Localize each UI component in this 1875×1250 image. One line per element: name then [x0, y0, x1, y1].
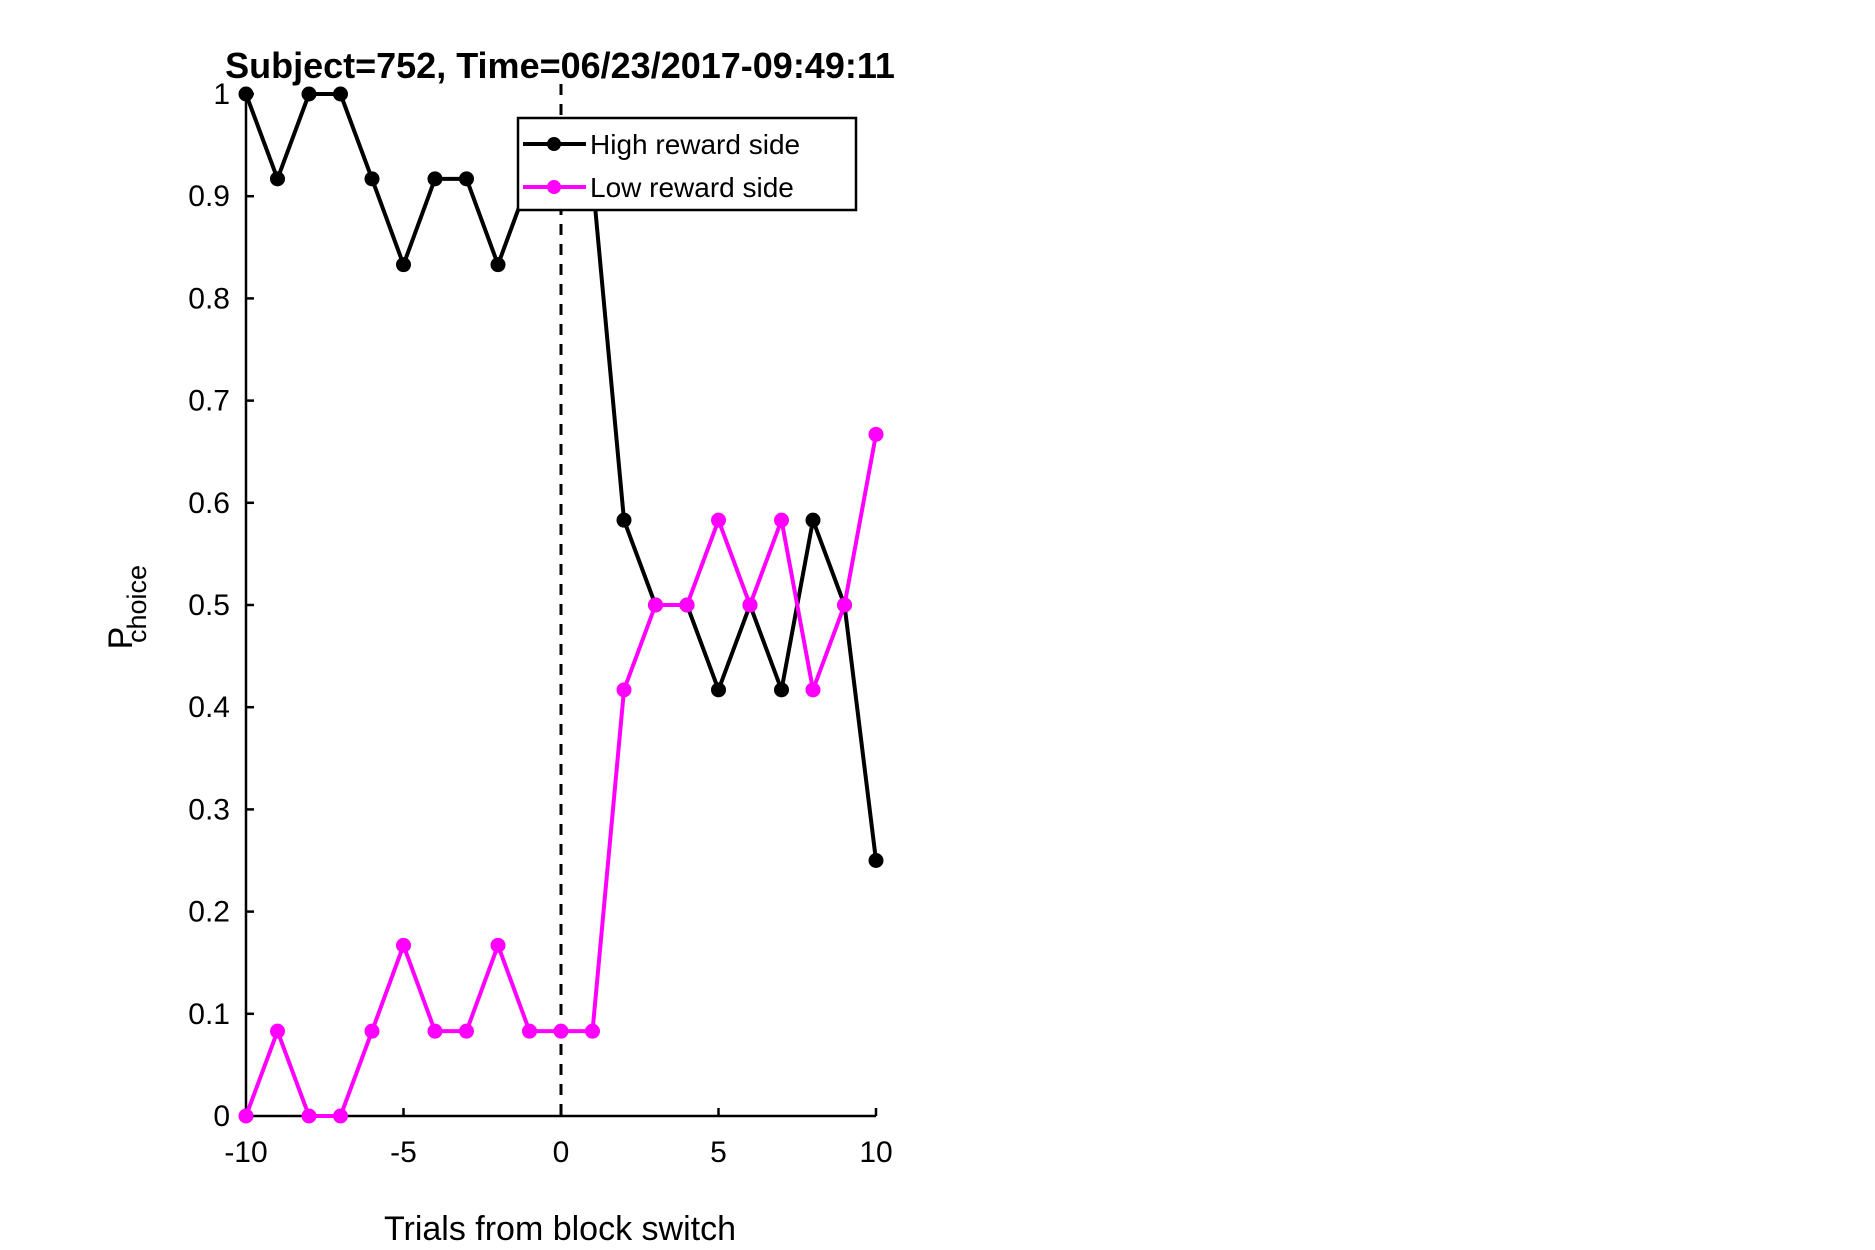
data-point [459, 171, 474, 187]
data-point [396, 937, 411, 953]
y-tick-label: 0.5 [188, 589, 230, 622]
data-point [711, 512, 726, 528]
y-axis-label-subscript: choice [122, 565, 152, 643]
data-point [364, 1023, 380, 1039]
x-tick-label: 5 [710, 1136, 727, 1169]
data-point [522, 1023, 537, 1039]
legend-label-high: High reward side [590, 129, 800, 160]
data-point [742, 597, 758, 613]
chart-title: Subject=752, Time=06/23/2017-09:49:11 [225, 45, 895, 86]
x-tick-label: 0 [553, 1136, 570, 1169]
data-point [238, 1108, 254, 1124]
data-point [238, 86, 254, 102]
data-point [679, 597, 695, 613]
y-tick-label: 0.8 [188, 282, 230, 315]
data-point [868, 853, 884, 868]
data-point [333, 86, 348, 102]
data-point [490, 257, 506, 273]
data-point [868, 426, 884, 442]
x-tick-label: -5 [390, 1136, 417, 1169]
data-point [459, 1023, 474, 1039]
data-point [396, 257, 411, 273]
x-tick-label: -10 [224, 1136, 267, 1169]
x-tick-label: 10 [859, 1136, 892, 1169]
y-tick-label: 0 [213, 1100, 230, 1133]
data-point [648, 597, 663, 613]
legend-label-low: Low reward side [590, 172, 794, 203]
legend-marker-low [547, 180, 561, 194]
data-point [490, 937, 506, 953]
data-point [837, 597, 852, 613]
y-tick-label: 0.2 [188, 896, 230, 929]
data-point [427, 171, 443, 187]
data-point [774, 512, 789, 528]
data-point [270, 171, 285, 187]
data-point [774, 682, 789, 698]
data-point [427, 1023, 443, 1039]
y-tick-label: 0.7 [188, 385, 230, 418]
data-point [585, 1023, 600, 1039]
y-tick-label: 1 [213, 78, 230, 111]
y-tick-label: 0.4 [188, 691, 230, 724]
data-point [301, 1108, 317, 1124]
data-point [301, 86, 317, 102]
y-tick-label: 0.9 [188, 180, 230, 213]
legend-box [516, 116, 858, 212]
data-point [616, 512, 632, 528]
y-axis-label-main: P [102, 627, 140, 650]
data-point [333, 1108, 348, 1124]
plot-area: 0 0.1 0.2 0.3 0.4 0.5 0.6 0.7 0.8 0.9 1 -10 -5 0 5 10 [188, 78, 892, 1169]
y-tick-label: 0.1 [188, 998, 230, 1031]
data-point [270, 1023, 285, 1039]
data-point [364, 171, 380, 187]
data-point [805, 682, 821, 698]
y-tick-label: 0.3 [188, 793, 230, 826]
y-tick-label: 0.6 [188, 487, 230, 520]
data-point [553, 1023, 569, 1039]
data-point [711, 682, 726, 698]
data-point [805, 512, 821, 528]
data-point [616, 682, 632, 698]
legend-marker-high [547, 137, 561, 151]
x-axis-label: Trials from block switch [384, 1210, 736, 1248]
legend: High reward side Low reward side [516, 116, 858, 212]
y-axis-label: P choice [102, 565, 152, 649]
